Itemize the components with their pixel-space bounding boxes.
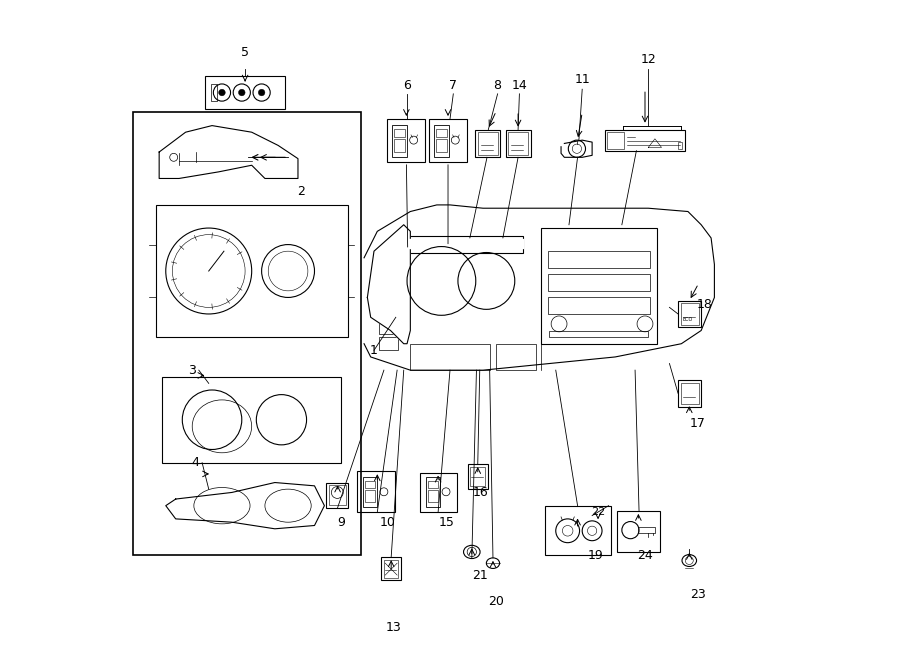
Polygon shape bbox=[367, 225, 410, 344]
Bar bbox=[394, 139, 405, 152]
Bar bbox=[434, 125, 449, 157]
Bar bbox=[544, 506, 610, 555]
Bar bbox=[428, 119, 466, 162]
Circle shape bbox=[238, 89, 245, 96]
Bar bbox=[156, 205, 347, 337]
Bar bbox=[402, 236, 524, 253]
Text: 22: 22 bbox=[591, 507, 605, 518]
Bar bbox=[211, 84, 217, 101]
Bar bbox=[364, 490, 375, 502]
Text: 24: 24 bbox=[637, 549, 652, 562]
Text: 19: 19 bbox=[588, 549, 603, 562]
Text: ECO: ECO bbox=[683, 317, 693, 323]
Bar bbox=[420, 473, 456, 512]
Bar bbox=[678, 380, 701, 407]
Polygon shape bbox=[159, 126, 298, 178]
Polygon shape bbox=[166, 483, 324, 529]
Bar bbox=[381, 296, 387, 301]
Bar bbox=[606, 130, 685, 151]
Bar bbox=[548, 297, 651, 314]
Text: 9: 9 bbox=[337, 516, 345, 529]
Bar bbox=[549, 330, 648, 337]
Bar bbox=[475, 130, 500, 157]
Bar bbox=[381, 283, 387, 288]
Bar bbox=[163, 377, 341, 463]
Bar bbox=[678, 301, 701, 327]
Text: 23: 23 bbox=[690, 588, 706, 602]
Bar bbox=[382, 557, 401, 580]
Text: 8: 8 bbox=[493, 79, 501, 93]
Text: 21: 21 bbox=[472, 568, 488, 582]
Circle shape bbox=[258, 89, 265, 96]
Bar bbox=[410, 344, 490, 370]
Text: 1: 1 bbox=[370, 344, 378, 357]
Bar bbox=[379, 268, 398, 314]
Text: 13: 13 bbox=[386, 621, 401, 635]
Text: 2: 2 bbox=[297, 185, 305, 198]
Bar bbox=[384, 560, 399, 578]
Bar bbox=[678, 142, 682, 149]
Text: 11: 11 bbox=[574, 73, 590, 86]
Bar bbox=[548, 274, 651, 291]
Bar bbox=[428, 490, 438, 502]
Bar bbox=[478, 132, 498, 155]
Bar bbox=[426, 477, 440, 507]
Bar bbox=[468, 464, 488, 489]
Bar bbox=[471, 467, 485, 486]
Bar bbox=[428, 481, 438, 488]
Bar bbox=[436, 139, 446, 152]
Text: 7: 7 bbox=[449, 79, 457, 93]
Text: 12: 12 bbox=[641, 53, 656, 66]
Bar bbox=[329, 485, 346, 505]
Bar bbox=[364, 481, 375, 488]
Text: 18: 18 bbox=[697, 297, 713, 311]
Text: 6: 6 bbox=[403, 79, 411, 93]
Bar bbox=[394, 129, 405, 137]
Bar bbox=[381, 273, 387, 278]
Bar bbox=[617, 511, 661, 552]
Bar bbox=[496, 344, 536, 370]
Bar bbox=[357, 471, 395, 512]
Bar bbox=[327, 483, 348, 508]
Bar bbox=[508, 132, 528, 155]
Text: 5: 5 bbox=[241, 46, 249, 59]
Bar bbox=[680, 383, 698, 404]
Bar bbox=[680, 303, 698, 325]
Bar bbox=[381, 290, 387, 294]
Bar bbox=[548, 251, 651, 268]
Bar bbox=[392, 125, 407, 157]
Text: 14: 14 bbox=[511, 79, 527, 93]
Circle shape bbox=[219, 89, 225, 96]
Bar bbox=[381, 266, 387, 271]
Bar bbox=[506, 130, 531, 157]
Bar bbox=[132, 112, 361, 555]
Bar bbox=[205, 76, 284, 109]
Bar bbox=[638, 527, 655, 533]
Text: 10: 10 bbox=[379, 516, 395, 529]
Bar bbox=[387, 119, 425, 162]
Polygon shape bbox=[364, 205, 715, 370]
Bar bbox=[381, 276, 387, 281]
Text: 20: 20 bbox=[489, 595, 504, 608]
Text: 17: 17 bbox=[690, 416, 706, 430]
Bar bbox=[436, 129, 446, 137]
Bar bbox=[379, 317, 398, 334]
Text: 15: 15 bbox=[439, 516, 454, 529]
Bar bbox=[541, 228, 657, 344]
Polygon shape bbox=[561, 140, 592, 157]
Bar bbox=[379, 337, 398, 350]
Text: 4: 4 bbox=[192, 456, 200, 469]
Bar bbox=[363, 477, 377, 507]
Text: 3: 3 bbox=[188, 364, 196, 377]
Text: 16: 16 bbox=[472, 486, 489, 499]
Bar bbox=[608, 132, 624, 149]
